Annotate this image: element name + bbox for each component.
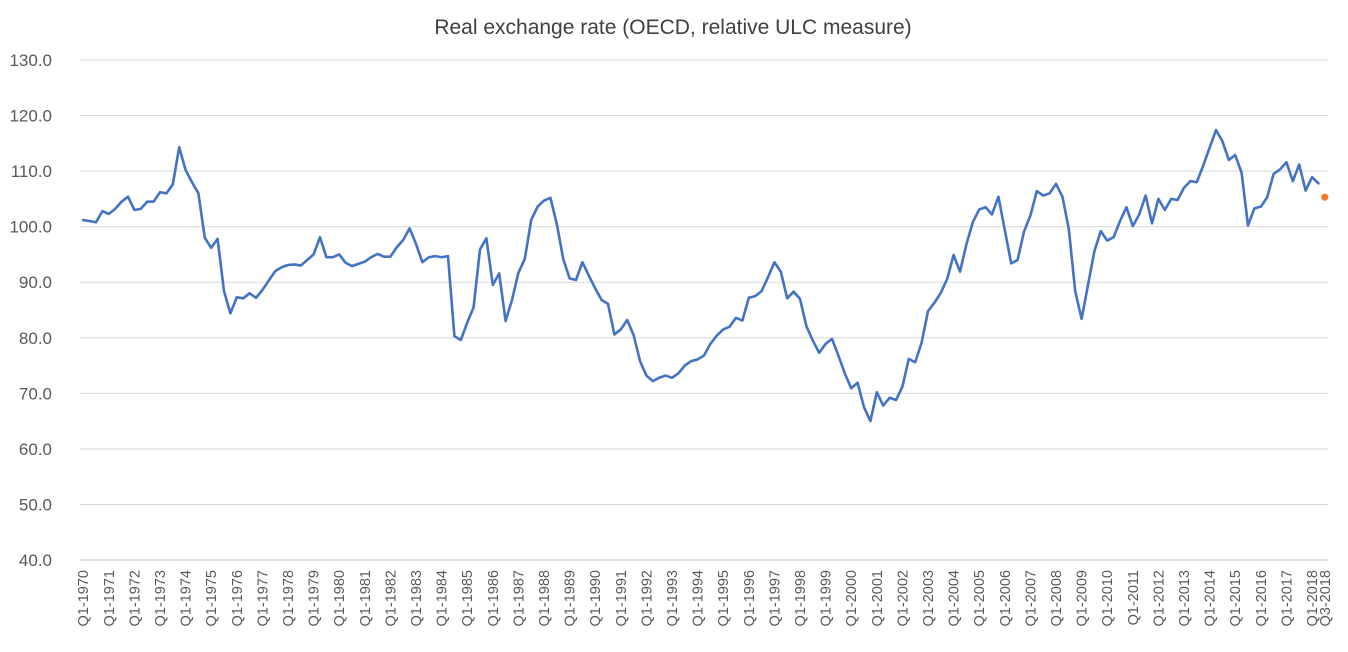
x-tick-label: Q1-2004 <box>947 570 963 626</box>
gridlines <box>80 59 1328 561</box>
x-tick-label: Q1-2010 <box>1100 570 1116 626</box>
x-tick-label: Q1-2016 <box>1254 570 1270 626</box>
x-tick-label: Q1-1998 <box>793 570 809 626</box>
x-tick-label: Q1-1973 <box>153 570 169 626</box>
x-tick-label: Q1-1989 <box>563 570 579 626</box>
x-tick-label: Q1-2014 <box>1203 570 1219 626</box>
y-axis-tick-labels: 40.0 50.0 60.0 70.0 80.0 90.0 100.0 110.0 120.0 1… <box>9 51 52 570</box>
x-tick-label: Q1-2007 <box>1023 570 1039 626</box>
x-tick-label: Q1-1976 <box>230 570 246 626</box>
x-tick-label: Q1-1992 <box>639 570 655 626</box>
x-tick-label: Q1-1971 <box>102 570 118 626</box>
x-tick-label: Q1-1981 <box>358 570 374 626</box>
x-tick-label: Q1-1999 <box>819 570 835 626</box>
x-tick-label: Q1-1970 <box>76 570 92 626</box>
x-tick-label: Q1-2008 <box>1049 570 1065 626</box>
x-tick-label: Q1-1982 <box>383 570 399 626</box>
y-tick-label: 110.0 <box>11 162 52 181</box>
x-tick-label: Q1-1997 <box>767 570 783 626</box>
x-tick-label: Q1-2002 <box>895 570 911 626</box>
x-tick-label: Q1-2013 <box>1177 570 1193 626</box>
chart-title: Real exchange rate (OECD, relative ULC m… <box>434 16 911 39</box>
x-tick-label: Q1-1984 <box>435 570 451 626</box>
x-tick-label: Q1-2011 <box>1126 570 1142 625</box>
data-series <box>81 128 1329 423</box>
x-tick-label: Q1-2012 <box>1151 570 1167 626</box>
y-tick-label: 80.0 <box>19 329 52 348</box>
x-tick-label: Q1-1990 <box>588 570 604 626</box>
series-point-estimate <box>1321 193 1329 201</box>
x-tick-label: Q1-1994 <box>691 570 707 626</box>
x-tick-label: Q1-1993 <box>665 570 681 626</box>
x-tick-label: Q1-2000 <box>844 570 860 626</box>
x-tick-label: Q1-1980 <box>332 570 348 626</box>
y-tick-label: 130.0 <box>9 51 52 70</box>
x-tick-label: Q1-1986 <box>486 570 502 626</box>
y-tick-label: 120.0 <box>9 107 52 126</box>
y-tick-label: 60.0 <box>19 440 52 459</box>
y-tick-label: 90.0 <box>19 273 52 292</box>
series-line-real-exchange-rate <box>81 128 1320 423</box>
x-tick-label: Q1-1988 <box>537 570 553 626</box>
x-tick-label: Q1-2015 <box>1228 570 1244 626</box>
x-tick-label: Q1-1974 <box>179 570 195 626</box>
x-tick-label: Q1-1991 <box>614 570 630 626</box>
x-tick-label: Q1-2009 <box>1075 570 1091 626</box>
x-tick-label: Q1-2005 <box>972 570 988 626</box>
x-tick-label: Q1-1972 <box>127 570 143 626</box>
y-tick-label: 50.0 <box>19 495 52 514</box>
x-tick-label: Q1-1995 <box>716 570 732 626</box>
x-tick-label: Q3-2018 <box>1318 570 1334 626</box>
x-tick-label: Q1-2003 <box>921 570 937 626</box>
x-tick-label: Q1-2006 <box>998 570 1014 626</box>
x-tick-label: Q1-1983 <box>409 570 425 626</box>
x-tick-label: Q1-2017 <box>1279 570 1295 626</box>
x-tick-label: Q1-1996 <box>742 570 758 626</box>
x-tick-label: Q1-1977 <box>255 570 271 626</box>
x-tick-label: Q1-1987 <box>511 570 527 626</box>
x-axis-tick-labels: Q1-1970 Q1-1971 Q1-1972 Q1-1973 Q1-1974 Q1-19… <box>76 570 1334 626</box>
x-tick-label: Q1-1985 <box>460 570 476 626</box>
y-tick-label: 40.0 <box>19 551 52 570</box>
x-tick-label: Q1-1975 <box>204 570 220 626</box>
x-tick-label: Q1-2001 <box>870 570 886 626</box>
y-tick-label: 70.0 <box>19 384 52 403</box>
x-tick-label: Q1-1979 <box>307 570 323 626</box>
y-tick-label: 100.0 <box>9 218 52 237</box>
x-tick-label: Q1-2018 <box>1305 570 1321 626</box>
x-tick-label: Q1-1978 <box>281 570 297 626</box>
